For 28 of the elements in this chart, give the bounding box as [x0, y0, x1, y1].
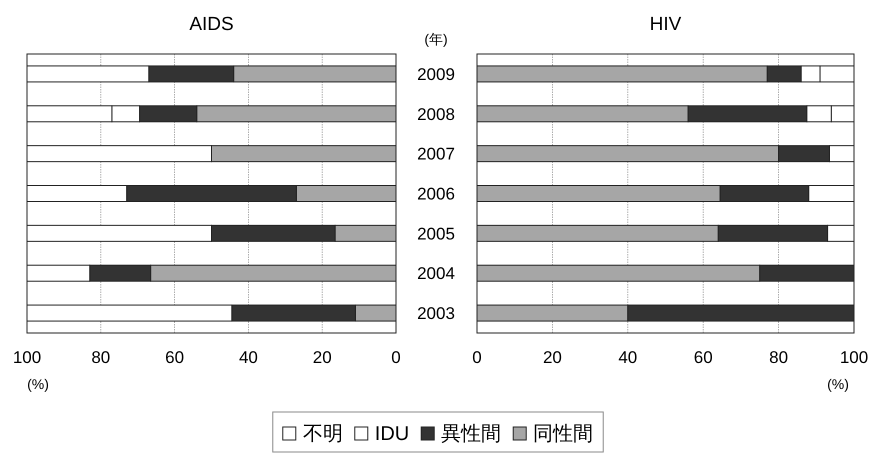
x-tick-label: 80 [91, 348, 110, 367]
y-tick-label: 2007 [417, 144, 455, 164]
x-tick-label: 40 [618, 348, 638, 367]
x-tick-label: 20 [542, 348, 562, 367]
y-tick-label: 2008 [417, 104, 455, 124]
x-tick-label: 20 [312, 348, 332, 367]
x-tick-label: 60 [694, 348, 713, 367]
x-tick-label: 100 [12, 348, 42, 367]
legend-label: IDU [374, 423, 410, 445]
y-tick-label: 2009 [417, 64, 455, 84]
legend-label: 異性間 [441, 423, 502, 445]
x-axis-title: (%) [27, 376, 49, 392]
x-tick-label: 60 [165, 348, 184, 367]
chart-title: AIDS [189, 14, 234, 35]
x-tick-label: 100 [840, 348, 868, 367]
legend-label: 不明 [302, 423, 343, 445]
x-tick-label: 0 [391, 348, 401, 367]
y-tick-label: 2004 [417, 264, 455, 284]
chart-title: HIV [650, 14, 682, 35]
y-axis-title: (年) [424, 31, 448, 47]
x-tick-label: 80 [769, 348, 788, 367]
y-tick-label: 2003 [417, 304, 455, 324]
x-tick-label: 40 [238, 348, 258, 367]
x-tick-label: 0 [472, 348, 482, 367]
x-axis-title: (%) [827, 376, 849, 392]
y-tick-label: 2006 [417, 184, 455, 204]
y-tick-label: 2005 [417, 224, 455, 244]
legend-label: 同性間 [533, 423, 594, 445]
